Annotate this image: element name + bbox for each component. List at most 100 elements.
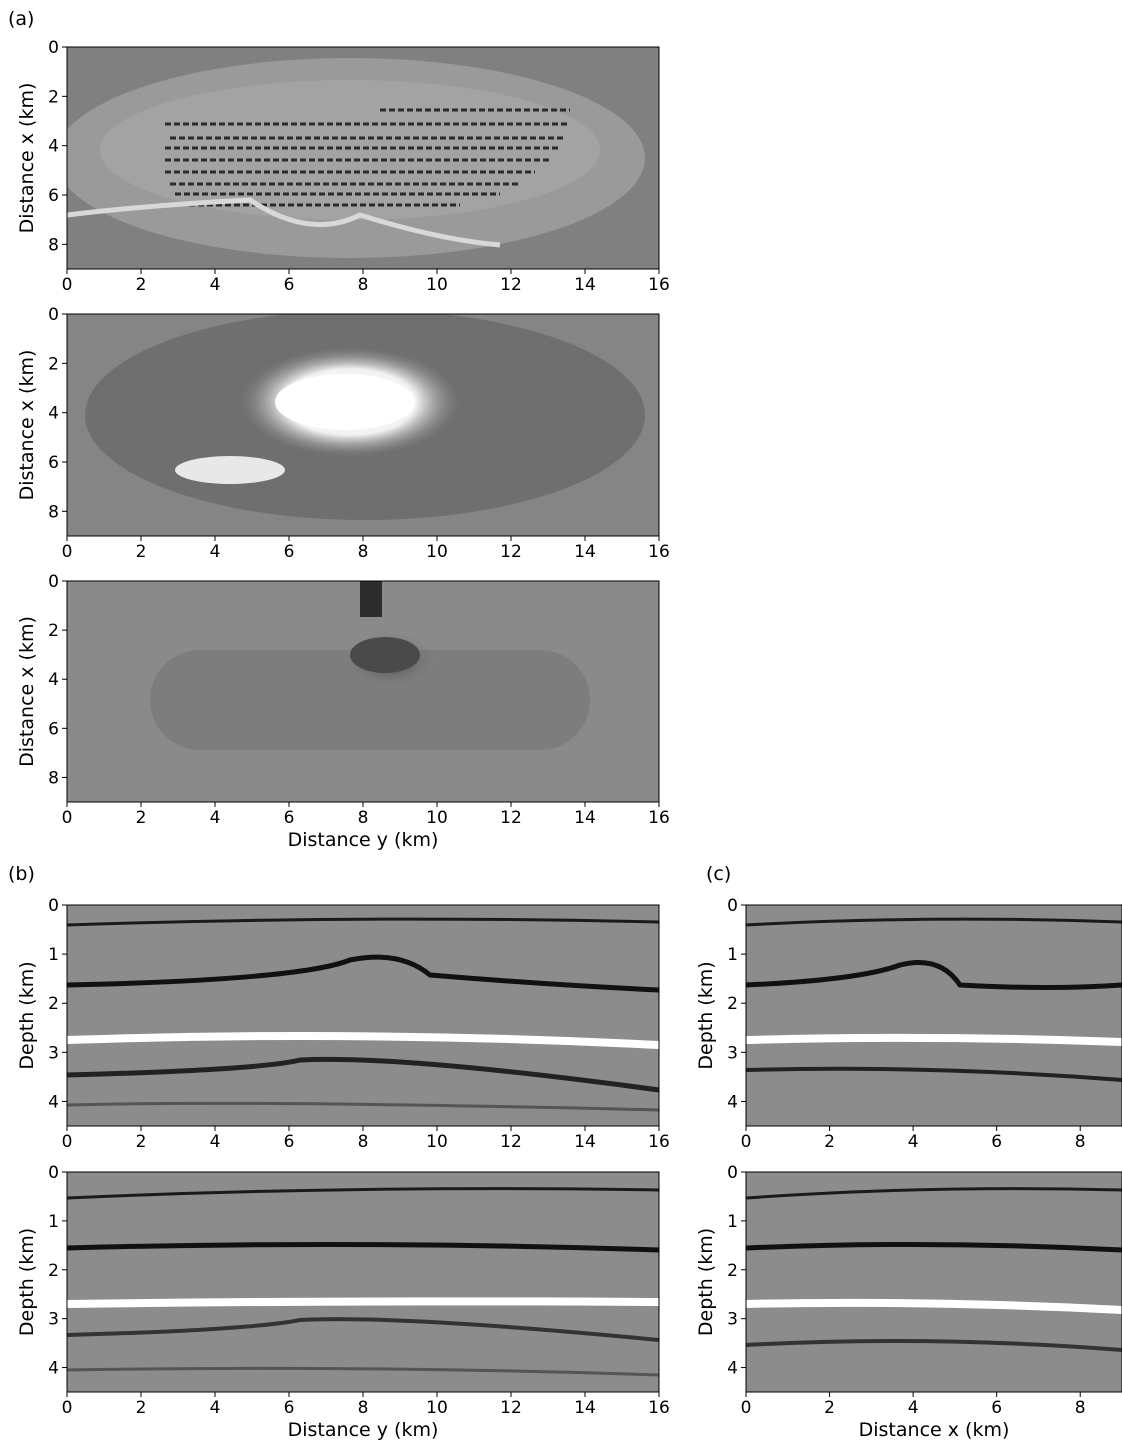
x-tick-label: 2 — [136, 542, 147, 562]
x-tick-label: 8 — [358, 542, 369, 562]
y-tick-label: 0 — [727, 1163, 738, 1183]
y-tick-label: 0 — [48, 896, 59, 916]
x-tick-label: 12 — [500, 1398, 522, 1418]
x-tick-label: 8 — [358, 275, 369, 295]
y-tick-label: 2 — [48, 994, 59, 1014]
y-tick-label: 4 — [48, 670, 59, 690]
x-tick-label: 12 — [500, 542, 522, 562]
x-tick-label: 0 — [62, 808, 73, 828]
section-c2-frame — [745, 1171, 1122, 1393]
y-tick-label: 2 — [727, 1261, 738, 1281]
y-tick-label: 0 — [48, 38, 59, 58]
x-tick-label: 16 — [648, 1132, 670, 1152]
x-tick-label: 12 — [500, 1132, 522, 1152]
x-tick-label: 4 — [210, 275, 221, 295]
y-tick-label: 0 — [48, 305, 59, 325]
x-tick-label: 6 — [284, 808, 295, 828]
y-tick-label: 1 — [48, 945, 59, 965]
y-tick-label: 2 — [48, 354, 59, 374]
x-tick-label: 0 — [741, 1132, 752, 1152]
x-tick-label: 6 — [284, 542, 295, 562]
y-axis-label: Distance x (km) — [16, 616, 38, 767]
map-slice-3 — [67, 581, 659, 802]
y-tick-label: 3 — [48, 1043, 59, 1063]
x-tick-label: 10 — [426, 542, 448, 562]
y-tick-label: 0 — [727, 896, 738, 916]
section-c2 — [745, 1172, 1122, 1392]
y-axis-label: Distance x (km) — [16, 83, 38, 234]
y-tick-label: 2 — [48, 1261, 59, 1281]
y-tick-label: 4 — [48, 404, 59, 424]
x-axis-label: Distance y (km) — [288, 829, 439, 851]
y-tick-label: 8 — [48, 235, 59, 255]
x-tick-label: 2 — [824, 1132, 835, 1152]
x-tick-label: 8 — [358, 1398, 369, 1418]
y-tick-label: 1 — [727, 945, 738, 965]
section-b1 — [66, 905, 660, 1126]
y-tick-label: 8 — [48, 768, 59, 788]
x-tick-label: 16 — [648, 542, 670, 562]
x-tick-label: 4 — [908, 1132, 919, 1152]
x-tick-label: 10 — [426, 1398, 448, 1418]
x-tick-label: 4 — [210, 542, 221, 562]
y-tick-label: 6 — [48, 186, 59, 206]
x-tick-label: 2 — [136, 808, 147, 828]
y-axis-label: Depth (km) — [695, 1228, 717, 1336]
y-tick-label: 3 — [48, 1310, 59, 1330]
y-tick-label: 2 — [48, 87, 59, 107]
map-slice-2 — [67, 314, 659, 536]
x-tick-label: 8 — [1075, 1132, 1086, 1152]
x-tick-label: 10 — [426, 275, 448, 295]
y-tick-label: 3 — [727, 1043, 738, 1063]
y-tick-label: 2 — [48, 621, 59, 641]
x-tick-label: 14 — [574, 1398, 596, 1418]
section-c1-frame — [745, 904, 1122, 1127]
panel-label-c: (c) — [706, 863, 731, 885]
x-tick-label: 12 — [500, 275, 522, 295]
x-tick-label: 6 — [284, 275, 295, 295]
y-tick-label: 4 — [48, 1092, 59, 1112]
x-tick-label: 8 — [358, 808, 369, 828]
y-tick-label: 8 — [48, 502, 59, 522]
x-tick-label: 2 — [136, 1132, 147, 1152]
x-tick-label: 4 — [210, 1132, 221, 1152]
x-tick-label: 0 — [62, 542, 73, 562]
x-tick-label: 2 — [824, 1398, 835, 1418]
x-axis-label: Distance y (km) — [288, 1419, 439, 1441]
x-tick-label: 4 — [908, 1398, 919, 1418]
y-tick-label: 1 — [727, 1212, 738, 1232]
y-tick-label: 6 — [48, 453, 59, 473]
y-tick-label: 2 — [727, 994, 738, 1014]
map-slice-1 — [67, 47, 659, 269]
x-tick-label: 0 — [62, 1398, 73, 1418]
x-tick-label: 6 — [991, 1398, 1002, 1418]
x-tick-label: 16 — [648, 1398, 670, 1418]
x-tick-label: 10 — [426, 808, 448, 828]
x-tick-label: 0 — [62, 275, 73, 295]
section-b2 — [66, 1172, 660, 1392]
x-tick-label: 12 — [500, 808, 522, 828]
x-tick-label: 4 — [210, 808, 221, 828]
panel-label-b: (b) — [8, 863, 35, 885]
x-tick-label: 0 — [741, 1398, 752, 1418]
x-tick-label: 2 — [136, 275, 147, 295]
y-tick-label: 4 — [727, 1092, 738, 1112]
y-axis-label: Distance x (km) — [16, 350, 38, 501]
x-axis-label: Distance x (km) — [859, 1419, 1010, 1441]
x-tick-label: 8 — [358, 1132, 369, 1152]
x-tick-label: 14 — [574, 1132, 596, 1152]
x-tick-label: 6 — [284, 1398, 295, 1418]
x-tick-label: 4 — [210, 1398, 221, 1418]
y-axis-label: Depth (km) — [16, 1228, 38, 1336]
y-tick-label: 1 — [48, 1212, 59, 1232]
y-tick-label: 0 — [48, 572, 59, 592]
x-tick-label: 16 — [648, 808, 670, 828]
panel-label-a: (a) — [8, 8, 34, 30]
x-tick-label: 14 — [574, 808, 596, 828]
x-tick-label: 2 — [136, 1398, 147, 1418]
y-axis-label: Depth (km) — [16, 961, 38, 1069]
x-tick-label: 6 — [284, 1132, 295, 1152]
x-tick-label: 6 — [991, 1132, 1002, 1152]
